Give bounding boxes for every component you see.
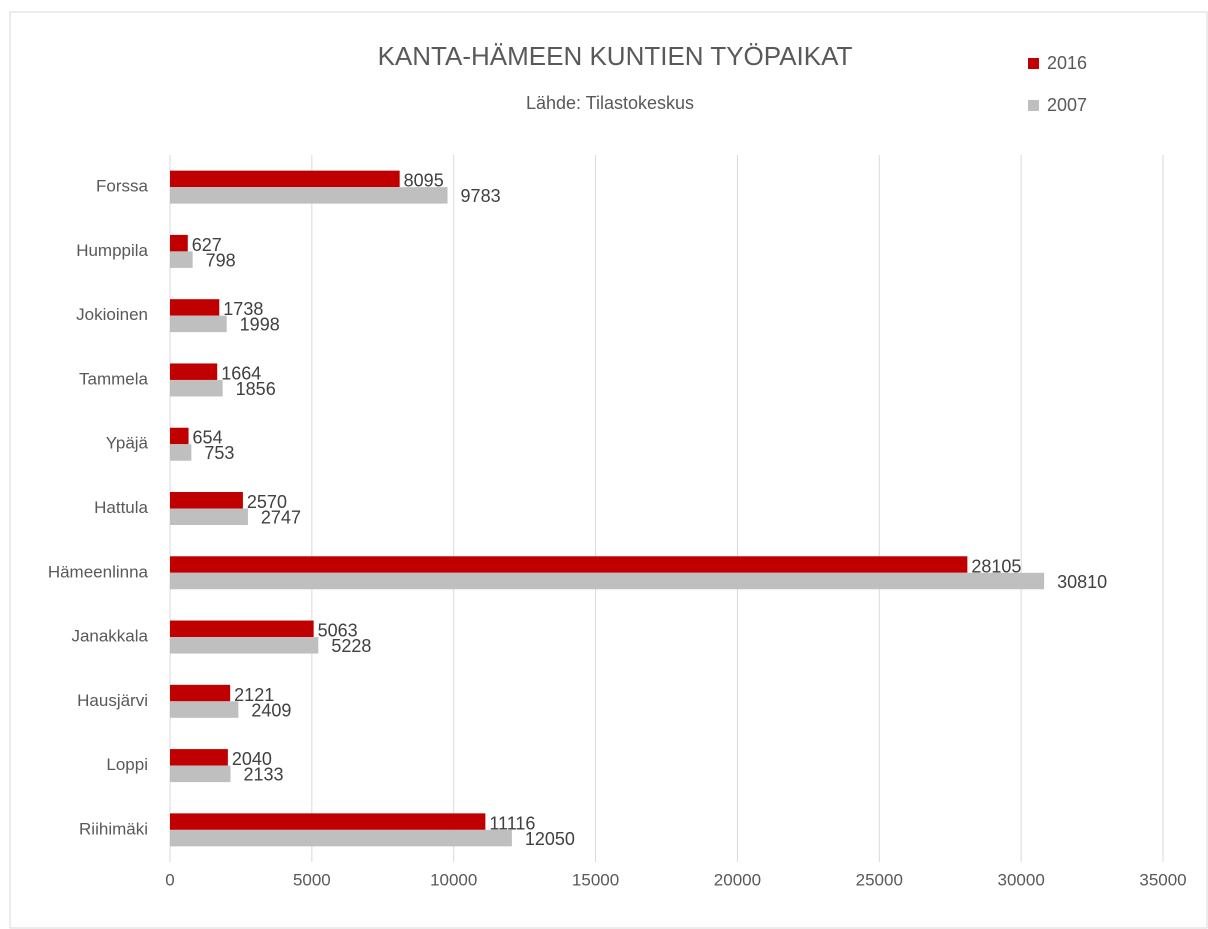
x-tick-label: 30000 (998, 870, 1045, 889)
legend-label: 2016 (1047, 53, 1087, 73)
data-label: 9783 (461, 186, 501, 206)
bar (170, 684, 231, 702)
data-label: 654 (193, 428, 223, 448)
x-tick-label: 20000 (714, 870, 761, 889)
data-label: 2121 (234, 685, 274, 705)
bar (170, 765, 231, 783)
bar (170, 620, 314, 638)
y-tick-label: Janakkala (71, 627, 148, 646)
chart-frame (9, 11, 1208, 929)
data-label: 2133 (244, 765, 284, 785)
data-label: 11116 (489, 813, 535, 833)
bar (170, 234, 188, 252)
y-tick-label: Forssa (96, 177, 149, 196)
bar (170, 379, 223, 397)
y-tick-label: Riihimäki (79, 819, 148, 838)
y-tick-label: Humppila (76, 241, 148, 260)
data-label: 30810 (1057, 572, 1107, 592)
data-label: 5228 (331, 636, 371, 656)
bar (170, 363, 218, 380)
y-tick-label: Tammela (79, 369, 149, 388)
data-label: 1738 (223, 299, 263, 319)
legend-swatch (1028, 100, 1039, 111)
y-tick-label: Ypäjä (106, 434, 149, 453)
x-tick-label: 15000 (572, 870, 619, 889)
data-label: 28105 (971, 556, 1021, 576)
data-label: 1664 (221, 363, 261, 383)
legend-swatch (1028, 58, 1039, 69)
y-tick-label: Jokioinen (76, 305, 148, 324)
x-tick-label: 25000 (856, 870, 903, 889)
x-tick-label: 5000 (293, 870, 331, 889)
bar (170, 508, 248, 525)
x-tick-label: 0 (165, 870, 174, 889)
legend-label: 2007 (1047, 95, 1087, 115)
data-label: 8095 (404, 171, 444, 191)
bar (170, 299, 220, 316)
data-label: 5063 (318, 621, 358, 641)
bar (170, 701, 239, 718)
bar (170, 492, 243, 509)
bar (170, 637, 319, 654)
bar (170, 556, 968, 573)
y-tick-label: Hausjärvi (77, 691, 148, 710)
chart-subtitle: Lähde: Tilastokeskus (526, 93, 694, 113)
y-tick-label: Hämeenlinna (48, 562, 149, 581)
bar (170, 572, 1045, 590)
data-label: 753 (204, 443, 234, 463)
bar (170, 187, 448, 204)
data-label: 2747 (261, 508, 301, 528)
data-label: 627 (192, 235, 222, 255)
bar (170, 315, 227, 333)
x-tick-label: 10000 (430, 870, 477, 889)
bar (170, 251, 193, 268)
x-tick-label: 35000 (1139, 870, 1186, 889)
data-label: 2570 (247, 492, 287, 512)
data-label: 2409 (251, 700, 291, 720)
bar (170, 444, 192, 461)
data-label: 1998 (240, 315, 280, 335)
bar (170, 813, 486, 830)
y-tick-label: Loppi (106, 755, 148, 774)
data-label: 12050 (525, 829, 575, 849)
bar (170, 170, 400, 188)
bar (170, 427, 189, 445)
chart-title: KANTA-HÄMEEN KUNTIEN TYÖPAIKAT (378, 41, 853, 71)
data-label: 1856 (236, 379, 276, 399)
y-tick-label: Hattula (94, 498, 148, 517)
bar (170, 829, 512, 847)
data-label: 2040 (232, 749, 272, 769)
data-label: 798 (206, 250, 236, 270)
bar (170, 749, 228, 766)
